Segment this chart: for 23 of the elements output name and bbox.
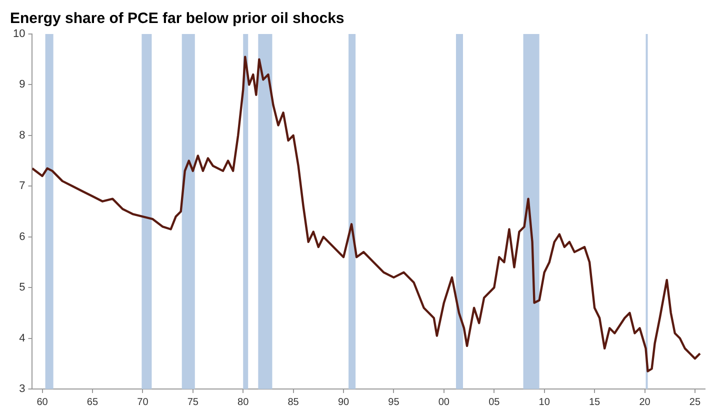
x-tick-label: 10	[538, 396, 550, 408]
x-tick-label: 20	[639, 396, 651, 408]
x-tick-label: 25	[689, 396, 701, 408]
x-tick-label: 15	[588, 396, 601, 408]
chart-title: Energy share of PCE far below prior oil shocks	[10, 10, 344, 28]
x-tick-label: 90	[338, 396, 350, 408]
x-tick-label: 80	[238, 396, 250, 408]
y-tick-label: 10	[12, 28, 26, 40]
y-tick-label: 4	[19, 332, 26, 344]
y-tick-label: 9	[19, 78, 26, 91]
x-tick-label: 00	[438, 396, 450, 408]
x-tick-label: 65	[86, 396, 98, 408]
x-tick-label: 75	[187, 396, 199, 408]
y-tick-label: 6	[19, 230, 26, 243]
y-tick-label: 8	[19, 129, 26, 142]
x-tick-label: 95	[388, 396, 400, 408]
x-tick-label: 05	[488, 396, 500, 408]
y-tick-label: 3	[19, 383, 26, 396]
x-tick-label: 60	[36, 396, 48, 408]
y-tick-label: 7	[19, 180, 26, 192]
x-tick-label: 85	[288, 396, 300, 408]
x-tick-label: 70	[137, 396, 149, 408]
y-tick-label: 5	[19, 282, 26, 294]
